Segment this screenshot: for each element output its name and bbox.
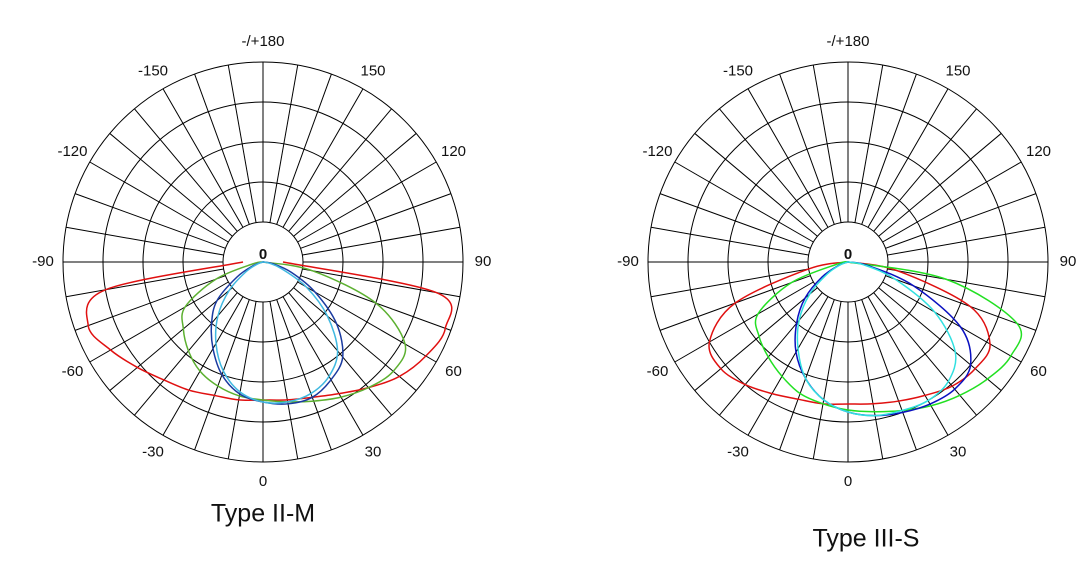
polar-chart: -/+180 150 120 90 60 30 0 -30 -60 -90 -120 -150 0 Typ…	[617, 33, 1076, 553]
ring	[807, 221, 889, 303]
intensity-curve	[796, 261, 957, 417]
ring	[182, 181, 344, 343]
center-label: 0	[844, 246, 852, 263]
theta-tick-label: 90	[1060, 253, 1077, 270]
polar-chart: -/+180 150 120 90 60 30 0 -30 -60 -90 -120 -150 0 Typ…	[32, 33, 491, 528]
ring	[727, 141, 969, 383]
ring	[62, 61, 464, 463]
theta-tick-label: 120	[441, 143, 466, 160]
theta-tick-label: 0	[259, 473, 267, 490]
theta-tick-label: -120	[57, 143, 87, 160]
theta-tick-label: -30	[142, 443, 164, 460]
ring	[222, 221, 304, 303]
theta-tick-label: 0	[844, 473, 852, 490]
theta-tick-label: -120	[642, 143, 672, 160]
theta-tick-label: 120	[1026, 143, 1051, 160]
center-label: 0	[259, 246, 267, 263]
intensity-curve	[754, 260, 1023, 413]
theta-tick-label: -30	[727, 443, 749, 460]
intensity-curve	[214, 261, 339, 404]
theta-tick-label: 60	[445, 363, 462, 380]
theta-tick-label: -/+180	[242, 33, 285, 50]
intensity-curve	[794, 260, 972, 417]
theta-tick-label: 30	[365, 443, 382, 460]
intensity-curve	[708, 261, 991, 405]
theta-tick-label: 90	[475, 253, 492, 270]
theta-tick-label: -90	[617, 253, 639, 270]
theta-tick-label: -90	[32, 253, 54, 270]
theta-tick-label: -/+180	[827, 33, 870, 50]
theta-tick-label: 60	[1030, 363, 1047, 380]
ring	[687, 101, 1009, 423]
theta-tick-label: 30	[950, 443, 967, 460]
theta-tick-label: -150	[723, 62, 753, 79]
intensity-curve	[85, 261, 453, 401]
chart-title: Type II-M	[211, 500, 315, 528]
theta-tick-label: -60	[647, 363, 669, 380]
ring	[142, 141, 384, 383]
theta-tick-label: -150	[138, 62, 168, 79]
theta-tick-label: 150	[360, 62, 385, 79]
theta-tick-label: -60	[62, 363, 84, 380]
theta-tick-label: 150	[945, 62, 970, 79]
ring	[767, 181, 929, 343]
chart-title: Type III-S	[813, 525, 920, 553]
ring	[647, 61, 1049, 463]
ring	[102, 101, 424, 423]
intensity-curve	[181, 261, 407, 403]
